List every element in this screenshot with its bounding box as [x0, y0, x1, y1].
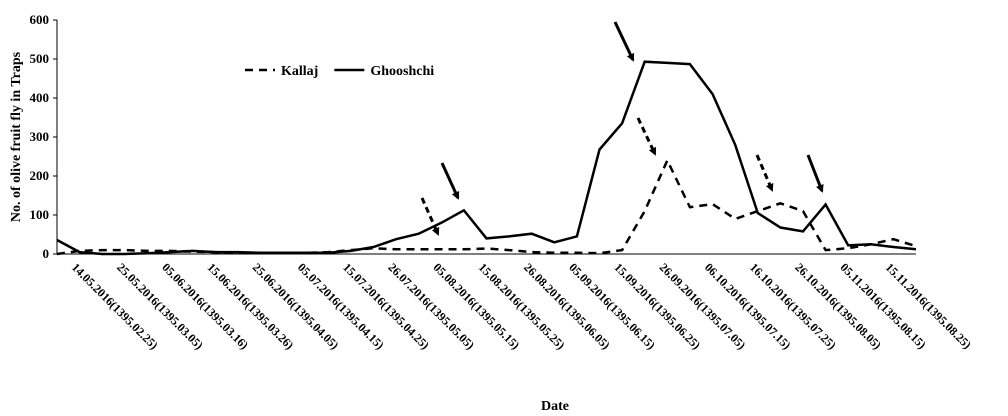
series-line	[56, 157, 917, 256]
x-tick-label: 16.10.2016(1395.07.25)	[747, 260, 839, 352]
y-tick-label: 600	[30, 12, 50, 27]
x-tick-label: 25.06.2016(1395.04.05)	[250, 260, 342, 352]
legend-label: Kallaj	[281, 64, 318, 79]
x-tick-label: 15.07.2016(1395.04.25)	[340, 260, 432, 352]
x-tick-label: 15.11.2016(1395.08.25)	[883, 260, 974, 351]
y-tick-label: 0	[43, 246, 50, 261]
x-tick-label: 05.06.2016(1395.03.16)	[159, 260, 251, 352]
x-tick-label: 05.11.2016(1395.08.15)	[837, 260, 928, 351]
x-tick-label: 05.09.2016(1395.06.15)	[566, 260, 658, 352]
annotation-arrows	[420, 21, 824, 236]
series-line	[56, 60, 917, 256]
x-axis-label: Date	[541, 399, 569, 414]
x-tick-label: 06.10.2016(1395.07.15)	[702, 260, 794, 352]
legend-label: Ghooshchi	[370, 64, 434, 79]
x-tick-label: 15.08.2016(1395.05.25)	[476, 260, 568, 352]
y-axis-label: No. of olive fruit fly in Traps	[9, 51, 24, 222]
y-tick-label: 400	[30, 90, 50, 105]
x-tick-label: 14.05.2016(1395.02.25)	[69, 260, 161, 352]
y-tick-label: 200	[30, 168, 50, 183]
x-tick-label: 26.10.2016(1395.08.05)	[792, 260, 884, 352]
x-tick-label: 05.08.2016(1395.05.15)	[431, 260, 523, 352]
y-tick-label: 100	[30, 207, 50, 222]
x-tick-label: 05.07.2016(1395.04.15)	[295, 260, 387, 352]
x-tick-label: 26.09.2016(1395.07.05)	[657, 260, 749, 352]
y-tick-label: 500	[30, 51, 50, 66]
x-tick-label: 25.05.2016(1395.03.05)	[114, 260, 206, 352]
x-tick-label: 26.08.2016(1395.06.05)	[521, 260, 613, 352]
x-tick-label: 26.07.2016(1395.05.05)	[385, 260, 477, 352]
y-tick-label: 300	[30, 129, 50, 144]
x-tick-label: 15.09.2016(1395.06.25)	[611, 260, 703, 352]
x-tick-label: 15.06.2016(1395.03.26)	[205, 260, 297, 352]
